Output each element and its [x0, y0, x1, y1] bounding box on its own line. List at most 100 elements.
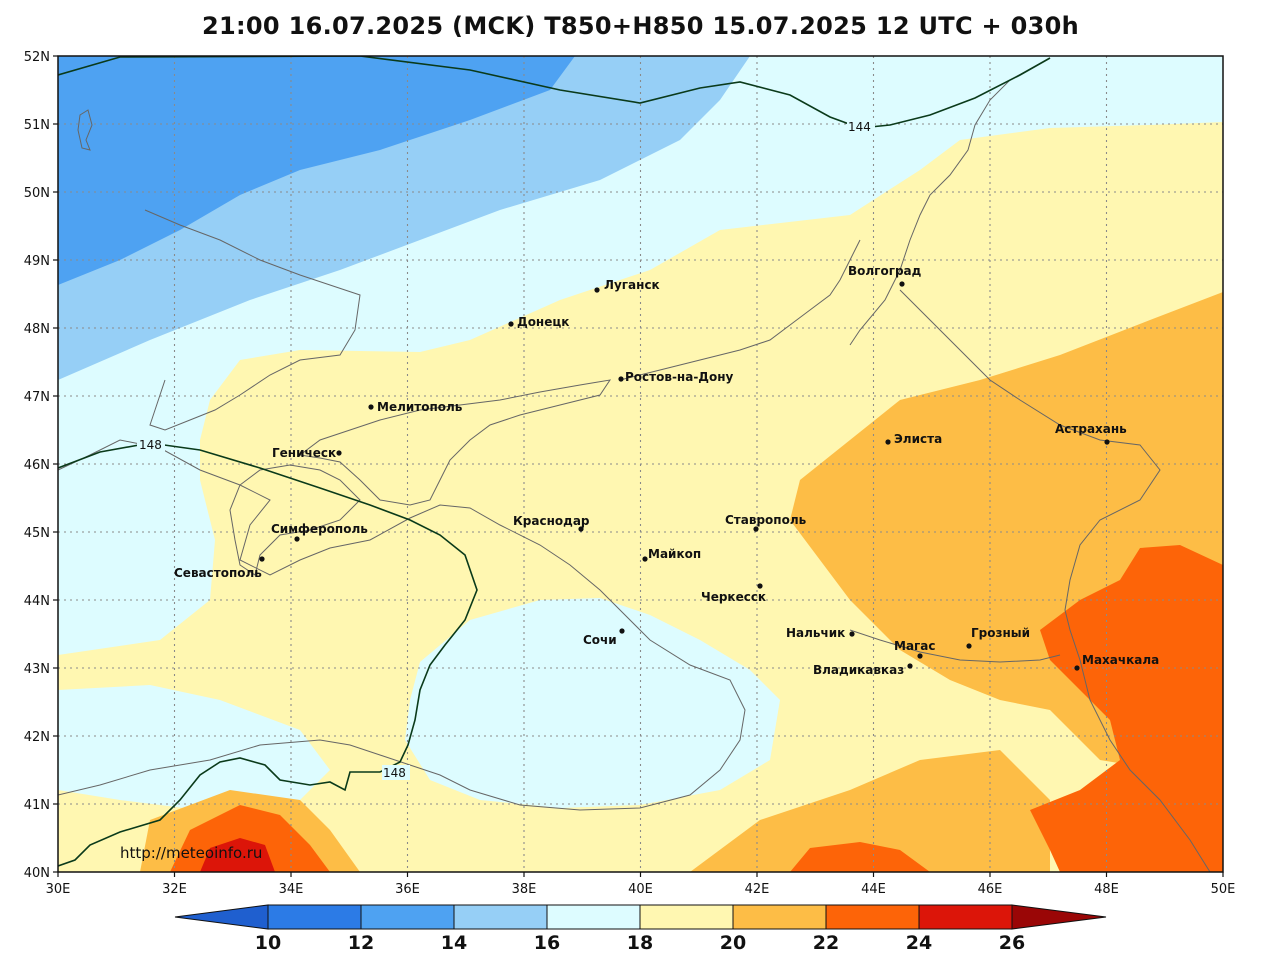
volga-river — [849, 57, 1051, 346]
city-dot-maykop — [642, 556, 648, 562]
colorbar-bin — [732, 904, 827, 930]
city-label-melitopol: Мелитополь — [377, 400, 463, 414]
field-18-20 — [58, 122, 1223, 872]
don-river — [619, 239, 861, 381]
city-label-sevastopol: Севастополь — [174, 566, 262, 580]
source-credit: http://meteoinfo.ru — [120, 844, 262, 862]
colorbar-label: 10 — [255, 932, 281, 954]
city-dot-nalchik — [849, 631, 855, 637]
x-tick-label: 50E — [1211, 882, 1236, 897]
y-tick-label: 51N — [24, 118, 50, 133]
city-dot-genichesk — [336, 450, 342, 456]
crimea-coast — [229, 464, 361, 576]
y-tick-label: 47N — [24, 390, 50, 405]
dnieper-river — [144, 209, 361, 431]
city-dot-simferopol — [294, 536, 300, 542]
colorbar-bin — [267, 904, 362, 930]
colorbar-bin — [639, 904, 734, 930]
y-tick-label: 41N — [24, 798, 50, 813]
y-tick-label: 42N — [24, 730, 50, 745]
city-dot-sevastopol — [259, 556, 265, 562]
city-dot-elista — [885, 439, 891, 445]
city-label-grozny: Грозный — [971, 626, 1030, 640]
isoline-144 — [58, 56, 1051, 129]
y-tick-label: 52N — [24, 50, 50, 65]
isoline-148 — [58, 442, 478, 867]
field-16-18-sw — [58, 685, 330, 810]
city-label-cherkessk: Черкесск — [701, 590, 766, 604]
city-dot-vladikavkaz — [907, 663, 913, 669]
city-dot-stavropol — [753, 526, 759, 532]
city-label-maykop: Майкоп — [648, 547, 701, 561]
colorbar-label: 22 — [813, 932, 839, 954]
city-label-rostov: Ростов-на-Дону — [625, 370, 734, 384]
isoline-label-148-sea: 148 — [383, 766, 406, 780]
city-label-nalchik: Нальчик — [786, 626, 845, 640]
y-tick-label: 46N — [24, 458, 50, 473]
x-tick-label: 48E — [1094, 882, 1119, 897]
city-label-krasnodar: Краснодар — [513, 514, 590, 528]
city-dot-melitopol — [368, 404, 374, 410]
colorbar-over-arrow — [1011, 904, 1107, 930]
y-tick-label: 44N — [24, 594, 50, 609]
map-title: 21:00 16.07.2025 (MCK) T850+H850 15.07.2… — [202, 12, 1079, 40]
y-tick-label: 45N — [24, 526, 50, 541]
colorbar-bin — [453, 904, 548, 930]
field-16-18-sea — [405, 598, 780, 808]
volga-delta — [899, 289, 1211, 872]
isolines — [58, 56, 1051, 867]
city-label-donetsk: Донецк — [517, 315, 569, 329]
lake-west — [77, 109, 93, 151]
city-dot-lugansk — [594, 287, 600, 293]
field-24-26 — [200, 838, 275, 872]
city-dot-volgograd — [899, 281, 905, 287]
y-tick-label: 48N — [24, 322, 50, 337]
lat-lon-grid — [58, 56, 1223, 872]
x-tick-label: 42E — [745, 882, 770, 897]
city-dot-astrakhan — [1104, 439, 1110, 445]
city-label-lugansk: Луганск — [604, 278, 660, 292]
coastlines — [58, 57, 1211, 872]
colorbar — [174, 904, 1107, 930]
x-tick-label: 38E — [512, 882, 537, 897]
x-tick-label: 40E — [628, 882, 653, 897]
x-tick-label: 44E — [861, 882, 886, 897]
colorbar-bin — [918, 904, 1013, 930]
y-tick-label: 50N — [24, 186, 50, 201]
field-12-14 — [58, 56, 575, 285]
y-axis — [53, 55, 58, 873]
colorbar-under-arrow — [174, 904, 269, 930]
city-label-elista: Элиста — [894, 432, 942, 446]
city-dot-grozny — [966, 643, 972, 649]
city-label-genichesk: Геническ — [272, 446, 336, 460]
field-22-24 — [1030, 545, 1223, 872]
azov-coast — [298, 379, 612, 506]
city-label-simferopol: Симферополь — [271, 522, 368, 536]
x-tick-label: 34E — [279, 882, 304, 897]
x-tick-label: 32E — [162, 882, 187, 897]
colorbar-label: 14 — [441, 932, 467, 954]
colorbar-bin — [825, 904, 920, 930]
city-markers: Луганск Донецк Волгоград Ростов-на-Дону … — [174, 264, 1159, 677]
city-dot-krasnodar — [578, 526, 584, 532]
colorbar-bin — [546, 904, 641, 930]
city-dot-makhachkala — [1074, 665, 1080, 671]
y-tick-label: 40N — [24, 866, 50, 881]
colorbar-label: 24 — [906, 932, 932, 954]
city-dot-rostov — [618, 376, 624, 382]
city-dot-sochi — [619, 628, 625, 634]
city-label-astrakhan: Астрахань — [1055, 422, 1127, 436]
y-tick-label: 43N — [24, 662, 50, 677]
x-tick-label: 36E — [395, 882, 420, 897]
city-label-volgograd: Волгоград — [848, 264, 922, 278]
city-label-vladikavkaz: Владикавказ — [813, 663, 904, 677]
isoline-label-148-west: 148 — [139, 438, 162, 452]
field-22-24-s — [790, 842, 930, 872]
black-sea-coast — [58, 439, 746, 811]
colorbar-label: 16 — [534, 932, 560, 954]
field-20-22-south2 — [690, 750, 1050, 872]
city-dot-donetsk — [508, 321, 514, 327]
terek-river — [849, 629, 1061, 663]
city-dot-cherkessk — [757, 583, 763, 589]
